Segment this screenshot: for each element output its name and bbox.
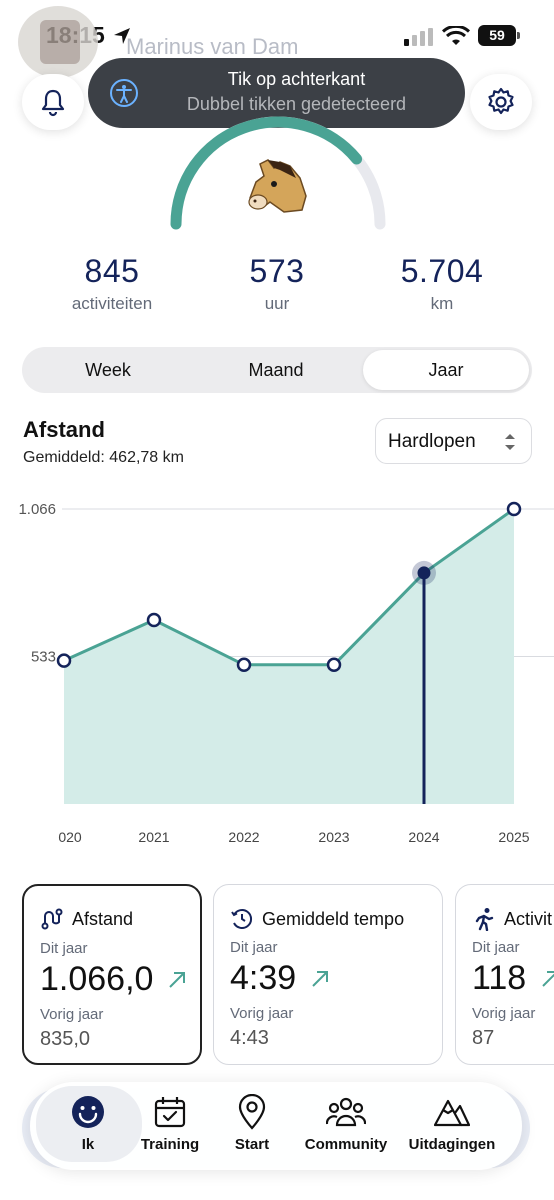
nav-label: Community — [304, 1136, 388, 1153]
user-name: Marinus van Dam — [126, 34, 299, 59]
data-point — [236, 657, 252, 673]
nav-label: Start — [234, 1136, 270, 1153]
tab-month[interactable]: Maand — [248, 360, 304, 380]
nav-item-community[interactable]: Community — [296, 1092, 396, 1153]
this-year-label: Dit jaar — [230, 939, 278, 956]
wifi-icon — [442, 26, 470, 45]
nav-item-training[interactable]: Training — [120, 1092, 220, 1153]
chart-area — [64, 509, 514, 804]
total-km-value: 5.704 — [400, 253, 484, 289]
data-point — [146, 612, 162, 628]
distance-chart: 533 1.066 020 2021 2022 2023 2024 2025 — [18, 501, 554, 845]
profile-progress-gauge — [170, 116, 386, 230]
sport-select[interactable]: Hardlopen — [375, 418, 532, 464]
total-activities-label: activiteiten — [71, 294, 153, 313]
metric-cards: Afstand Dit jaar 1.066,0 Vorig jaar 835,… — [0, 882, 554, 1068]
nav-item-uitdagingen[interactable]: Uitdagingen — [402, 1092, 502, 1153]
toast-subtitle: Dubbel tikken gedetecteerd — [186, 94, 407, 114]
total-hours-label: uur — [264, 294, 290, 313]
gear-icon — [488, 87, 514, 115]
chevron-updown-icon — [505, 434, 515, 450]
x-tick-label: 2025 — [498, 829, 529, 845]
x-tick-label: 2021 — [138, 829, 169, 845]
x-tick-label: 2022 — [228, 829, 259, 845]
notifications-button[interactable] — [22, 74, 84, 130]
last-year-value: 87 — [472, 1027, 495, 1049]
selected-data-point — [417, 566, 431, 580]
accessibility-toast: Tik op achterkant Dubbel tikken gedetect… — [88, 58, 465, 128]
metric-card-pace[interactable]: Gemiddeld tempo Dit jaar 4:39 Vorig jaar… — [213, 884, 443, 1065]
metric-value: 4:39 — [230, 959, 297, 997]
period-segmented-control: Week Maand Jaar — [22, 347, 532, 393]
accessibility-icon — [110, 79, 138, 107]
cellular-signal-icon — [404, 28, 433, 46]
total-hours-value: 573 — [249, 253, 305, 289]
trend-up-icon — [169, 971, 186, 988]
trend-up-icon — [542, 970, 554, 987]
battery-indicator: 59 — [478, 25, 520, 46]
total-activities: 845 activiteiten — [37, 253, 187, 314]
total-activities-value: 845 — [84, 253, 140, 289]
avatar[interactable] — [18, 6, 98, 78]
sport-select-value: Hardlopen — [388, 431, 476, 452]
data-point — [56, 653, 72, 668]
y-tick-label: 533 — [31, 649, 56, 666]
last-year-value: 4:43 — [230, 1027, 269, 1049]
total-hours: 573 uur — [202, 253, 352, 314]
last-year-value: 835,0 — [40, 1028, 91, 1050]
metric-card-activities[interactable]: Activit Dit jaar 118 Vorig jaar 87 — [455, 884, 554, 1065]
smiley-icon — [72, 1096, 104, 1128]
metric-card-title: Activit — [504, 908, 553, 929]
location-pin-icon — [238, 1094, 266, 1130]
chart-title: Afstand — [23, 417, 105, 442]
metric-value: 118 — [472, 959, 527, 997]
horse-icon — [248, 159, 307, 213]
calendar-icon — [154, 1097, 186, 1128]
mountain-icon — [434, 1099, 470, 1127]
nav-label: Ik — [81, 1136, 95, 1153]
metric-value: 1.066,0 — [40, 960, 154, 998]
tab-year[interactable]: Jaar — [363, 350, 529, 390]
total-km-label: km — [430, 294, 454, 313]
last-year-label: Vorig jaar — [230, 1005, 294, 1022]
route-icon — [41, 908, 63, 930]
nav-label: Uitdagingen — [408, 1136, 496, 1153]
location-arrow-icon — [114, 28, 130, 44]
clock-icon — [231, 909, 253, 929]
this-year-label: Dit jaar — [472, 939, 520, 956]
metric-card-title: Gemiddeld tempo — [262, 908, 405, 929]
trend-up-icon — [312, 970, 329, 987]
totals-row: 845 activiteiten 573 uur 5.704 km — [0, 253, 554, 323]
x-tick-label: 2023 — [318, 829, 349, 845]
last-year-label: Vorig jaar — [40, 1006, 104, 1023]
settings-button[interactable] — [470, 74, 532, 130]
toast-title: Tik op achterkant — [227, 69, 366, 89]
chart-line — [63, 507, 515, 667]
bottom-nav: Ik Training Start Community Uitdagingen — [30, 1082, 522, 1170]
x-tick-label: 020 — [58, 829, 82, 845]
last-year-label: Vorig jaar — [472, 1005, 536, 1022]
bell-icon — [41, 89, 65, 117]
nav-item-start[interactable]: Start — [202, 1092, 302, 1153]
data-point — [506, 501, 522, 517]
this-year-label: Dit jaar — [40, 940, 88, 957]
nav-item-ik[interactable]: Ik — [36, 1086, 142, 1162]
total-km: 5.704 km — [367, 253, 517, 314]
tab-week[interactable]: Week — [85, 360, 131, 380]
people-icon — [326, 1097, 366, 1127]
runner-icon — [475, 908, 494, 931]
x-tick-label: 2024 — [408, 829, 439, 845]
nav-label: Training — [140, 1136, 200, 1153]
chart-average: Gemiddeld: 462,78 km — [23, 449, 184, 466]
data-point — [326, 657, 342, 673]
y-tick-label: 1.066 — [18, 501, 56, 518]
metric-card-title: Afstand — [72, 908, 134, 929]
metric-card-distance[interactable]: Afstand Dit jaar 1.066,0 Vorig jaar 835,… — [22, 884, 202, 1065]
